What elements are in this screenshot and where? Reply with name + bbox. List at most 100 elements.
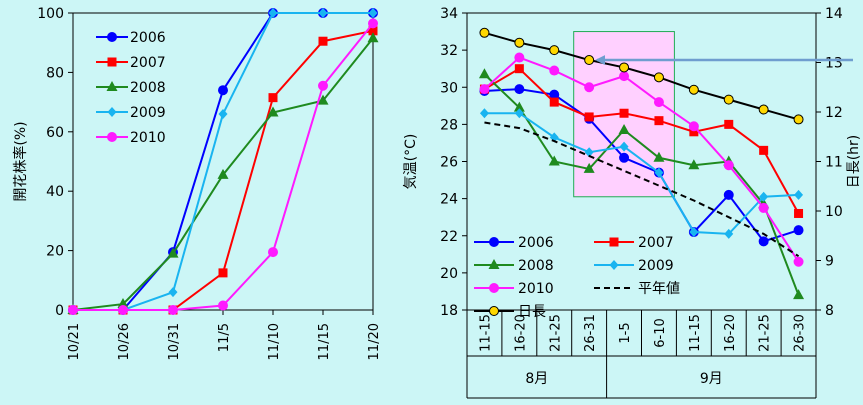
legend-marker-2009 [107, 107, 117, 117]
legend-marker-日長 [489, 306, 499, 316]
legend-label-日長: 日長 [518, 304, 546, 320]
temperature-daylength-chart: 18 20 22 24 26 28 30 32 34 8 9 10 11 12 13 14 気温(°C) 日長(h… [403, 6, 862, 399]
data-point-2007 [689, 127, 699, 137]
legend-label-2010: 2010 [130, 130, 166, 146]
series-line-2010 [483, 56, 800, 263]
plot-area [72, 12, 374, 311]
x-tick-label: 10/26 [117, 323, 132, 360]
legend-label-2007: 2007 [130, 55, 166, 71]
y-tick-label: 80 [46, 65, 64, 81]
data-point-日長 [723, 94, 734, 105]
x-tick-label: 11-15 [688, 314, 703, 352]
data-point-2008 [618, 123, 630, 134]
x-tick-label: 21-25 [758, 314, 773, 352]
data-point-2009 [724, 228, 734, 239]
data-point-日長 [653, 72, 664, 83]
data-point-日長 [479, 27, 490, 38]
y-tick-label: 28 [440, 117, 458, 133]
data-point-2008 [653, 151, 665, 162]
legend-label-2008: 2008 [518, 258, 554, 274]
series-line-2006 [73, 12, 373, 311]
flowering-rate-chart: 0 20 40 60 80 100 10/21 10/26 10/31 11/5 11/10 11/1… [12, 6, 382, 360]
y-axis-label: 開花株率(%) [12, 121, 29, 201]
legend-marker-2010 [107, 132, 117, 142]
series-line-2010 [73, 22, 374, 311]
x-tick-label: 16-20 [723, 314, 738, 352]
data-point-2009 [654, 167, 664, 178]
data-point-日長 [793, 114, 804, 125]
data-point-2007 [654, 116, 664, 126]
data-point-2010 [268, 247, 278, 258]
legend-label-2010: 2010 [518, 281, 554, 297]
legend-label-平年値: 平年値 [638, 281, 680, 297]
x-tick-label: 21-25 [548, 314, 563, 352]
legend-marker-2010 [489, 283, 499, 293]
data-point-2007 [619, 108, 629, 118]
x-tick-label: 11/15 [317, 323, 332, 360]
y-tick-label: 22 [440, 229, 458, 245]
data-point-日長 [619, 62, 630, 73]
data-point-2009 [268, 8, 278, 18]
data-point-2006 [758, 236, 769, 247]
data-point-2007 [794, 208, 804, 218]
data-point-2007 [268, 93, 278, 103]
legend-label-2007: 2007 [638, 235, 674, 251]
series-line-平年値 [484, 121, 800, 258]
y-tick-label: 32 [440, 43, 458, 59]
y2-tick-label: 11 [825, 155, 843, 171]
data-point-2009 [514, 108, 524, 119]
y-axis-label: 気温(°C) [403, 134, 419, 190]
data-point-日長 [549, 45, 560, 56]
data-point-2008 [583, 162, 595, 173]
x-tick-label: 6-10 [653, 318, 668, 348]
y2-tick-label: 14 [825, 6, 843, 22]
x-tick-label: 16-20 [513, 314, 528, 352]
data-point-2006 [514, 84, 525, 95]
y-tick-label: 0 [55, 303, 64, 319]
data-point-2010 [653, 97, 664, 108]
y-tick-label: 20 [46, 244, 64, 260]
data-point-2008 [513, 101, 525, 112]
data-point-2010 [723, 160, 734, 171]
data-point-日長 [758, 104, 769, 115]
data-point-2010 [514, 52, 525, 63]
y-tick-label: 26 [440, 155, 458, 171]
series-line-2009 [484, 112, 799, 235]
data-point-2008 [367, 32, 379, 43]
data-point-2010 [793, 256, 804, 267]
data-point-2010 [168, 305, 178, 315]
data-point-2009 [318, 8, 328, 18]
y-tick-label: 40 [46, 184, 64, 200]
series-line-2009 [73, 12, 373, 311]
data-point-2008 [217, 168, 229, 179]
group-label: 9月 [700, 371, 723, 387]
data-point-2009 [689, 227, 699, 238]
x-tick-label: 26-30 [793, 314, 808, 352]
data-point-2008 [688, 159, 700, 170]
data-point-2008 [793, 289, 805, 300]
series-line-2007 [483, 67, 800, 214]
legend-marker-2008 [488, 259, 500, 269]
data-point-2008 [548, 155, 560, 166]
y-tick-label: 24 [440, 192, 458, 208]
data-point-2007 [584, 112, 594, 122]
y-tick-label: 18 [440, 303, 458, 319]
data-point-2009 [759, 191, 769, 202]
data-point-2008 [117, 298, 129, 309]
data-point-2010 [758, 202, 769, 213]
data-point-2010 [118, 305, 128, 315]
data-point-2007 [759, 145, 769, 155]
legend-marker-2006 [107, 32, 117, 42]
data-point-2007 [514, 64, 524, 74]
legend-marker-2009 [609, 260, 619, 270]
data-point-2007 [724, 119, 734, 129]
legend-label-2009: 2009 [638, 258, 674, 274]
series-line-日長 [484, 31, 799, 121]
data-point-2009 [619, 141, 629, 152]
x-tick-label: 11/5 [217, 323, 232, 352]
data-point-2006 [619, 152, 630, 163]
data-point-2008 [317, 94, 329, 105]
data-point-日長 [514, 37, 525, 48]
